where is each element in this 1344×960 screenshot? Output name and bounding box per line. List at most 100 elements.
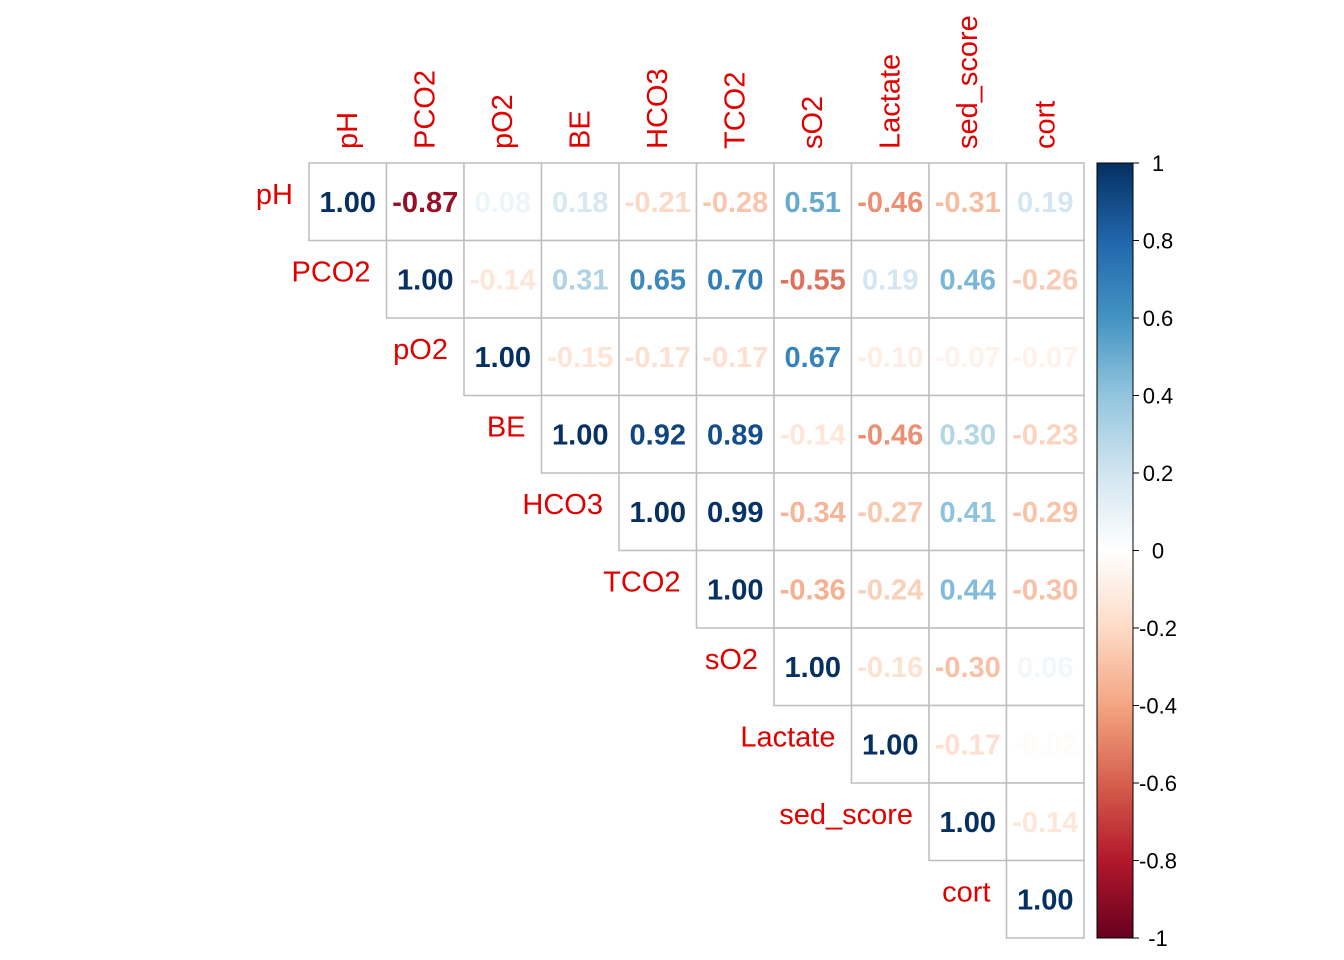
cell-Lactate-sed_score (928, 704, 1008, 784)
cell-BE-BE (540, 394, 620, 474)
cell-PCO2-HCO3 (618, 239, 698, 319)
value-PCO2-Lactate: 0.19 (862, 264, 918, 296)
cell-sed_score-cort (1005, 782, 1085, 862)
colorbar-tick-label: 0.4 (1143, 384, 1174, 409)
column-label-Lactate: Lactate (874, 54, 906, 149)
row-label-TCO2: TCO2 (603, 566, 680, 598)
cell-Lactate-Lactate (850, 704, 930, 784)
value-BE-sed_score: 0.30 (940, 419, 996, 451)
column-label-PCO2: PCO2 (409, 70, 441, 149)
colorbar-gradient (1096, 162, 1134, 939)
value-Lactate-cort: -0.02 (1012, 729, 1078, 761)
cell-pH-pO2 (463, 162, 543, 242)
cell-TCO2-cort (1005, 549, 1085, 629)
value-PCO2-BE: 0.31 (552, 264, 608, 296)
value-HCO3-TCO2: 0.99 (707, 497, 763, 529)
cell-pH-PCO2 (385, 162, 465, 242)
column-label-pH: pH (332, 112, 364, 149)
color-legend: 1 0.8 0.6 0.4 0.2 0 -0.2 -0.4 -0.6 -0.8 -1 (1096, 151, 1177, 951)
colorbar-tick-label: 0.8 (1143, 229, 1174, 254)
cell-HCO3-sed_score (928, 472, 1008, 552)
colorbar-tick-label: 0.2 (1143, 461, 1174, 486)
value-sed_score-cort: -0.14 (1012, 807, 1078, 839)
cell-pH-Lactate (850, 162, 930, 242)
cell-sO2-Lactate (850, 627, 930, 707)
value-pH-Lactate: -0.46 (857, 187, 923, 219)
cell-PCO2-Lactate (850, 239, 930, 319)
value-HCO3-sO2: -0.34 (780, 497, 846, 529)
value-pO2-sO2: 0.67 (785, 342, 841, 374)
value-pH-sO2: 0.51 (785, 187, 841, 219)
value-HCO3-sed_score: 0.41 (940, 497, 996, 529)
value-PCO2-PCO2: 1.00 (397, 264, 453, 296)
grid-cells (308, 162, 1085, 939)
row-label-HCO3: HCO3 (522, 489, 603, 521)
value-BE-sO2: -0.14 (780, 419, 846, 451)
cell-PCO2-sO2 (773, 239, 853, 319)
row-label-pH: pH (256, 179, 293, 211)
value-PCO2-TCO2: 0.70 (707, 264, 763, 296)
cell-pH-pH (308, 162, 388, 242)
row-label-sed_score: sed_score (779, 799, 913, 831)
column-label-sed_score: sed_score (952, 15, 984, 149)
value-HCO3-HCO3: 1.00 (630, 497, 686, 529)
value-pO2-cort: -0.07 (1012, 342, 1078, 374)
colorbar-tick-label: 0.6 (1143, 306, 1174, 331)
cell-pO2-pO2 (463, 317, 543, 397)
cell-HCO3-cort (1005, 472, 1085, 552)
cell-PCO2-cort (1005, 239, 1085, 319)
value-PCO2-cort: -0.26 (1012, 264, 1078, 296)
value-pH-cort: 0.19 (1017, 187, 1073, 219)
value-pO2-BE: -0.15 (547, 342, 613, 374)
column-label-sO2: sO2 (797, 96, 829, 149)
row-label-cort: cort (942, 876, 990, 908)
row-label-Lactate: Lactate (740, 721, 835, 753)
value-BE-cort: -0.23 (1012, 419, 1078, 451)
colorbar-tick-label: 0 (1152, 539, 1164, 564)
colorbar-tick-label: 1 (1152, 151, 1164, 176)
colorbar-tick-label: -0.8 (1139, 849, 1177, 874)
cell-TCO2-TCO2 (695, 549, 775, 629)
value-pH-sed_score: -0.31 (935, 187, 1001, 219)
column-label-TCO2: TCO2 (719, 72, 751, 149)
value-HCO3-Lactate: -0.27 (857, 497, 923, 529)
cell-pO2-Lactate (850, 317, 930, 397)
column-labels: pH PCO2 pO2 BE HCO3 TCO2 sO2 Lactate sed_score co… (332, 15, 1062, 149)
cell-sed_score-sed_score (928, 782, 1008, 862)
cell-PCO2-sed_score (928, 239, 1008, 319)
value-PCO2-sO2: -0.55 (780, 264, 846, 296)
value-TCO2-cort: -0.30 (1012, 574, 1078, 606)
cell-values: 1.00 -0.87 0.08 0.18 -0.21 -0.28 0.51 -0.46 -0.3… (320, 187, 1079, 917)
cell-cort-cort (1005, 859, 1085, 939)
cell-BE-HCO3 (618, 394, 698, 474)
column-label-pO2: pO2 (487, 94, 519, 149)
value-pO2-TCO2: -0.17 (702, 342, 768, 374)
value-pH-PCO2: -0.87 (392, 187, 458, 219)
cell-sO2-sed_score (928, 627, 1008, 707)
value-cort-cort: 1.00 (1017, 884, 1073, 916)
column-label-HCO3: HCO3 (642, 68, 674, 149)
value-sed_score-sed_score: 1.00 (940, 807, 996, 839)
cell-HCO3-sO2 (773, 472, 853, 552)
value-sO2-Lactate: -0.16 (857, 652, 923, 684)
value-BE-Lactate: -0.46 (857, 419, 923, 451)
value-pH-pO2: 0.08 (475, 187, 531, 219)
row-label-pO2: pO2 (393, 334, 448, 366)
value-sO2-sed_score: -0.30 (935, 652, 1001, 684)
row-label-BE: BE (487, 411, 526, 443)
cell-sO2-sO2 (773, 627, 853, 707)
value-BE-BE: 1.00 (552, 419, 608, 451)
value-PCO2-HCO3: 0.65 (630, 264, 686, 296)
value-sO2-cort: 0.06 (1017, 652, 1073, 684)
cell-pO2-cort (1005, 317, 1085, 397)
value-pO2-sed_score: -0.07 (935, 342, 1001, 374)
colorbar-tick-label: -1 (1148, 926, 1168, 951)
value-TCO2-Lactate: -0.24 (857, 574, 923, 606)
value-pO2-pO2: 1.00 (475, 342, 531, 374)
colorbar-tick-label: -0.4 (1139, 694, 1177, 719)
colorbar-tick-label: -0.6 (1139, 771, 1177, 796)
cell-TCO2-Lactate (850, 549, 930, 629)
cell-pO2-BE (540, 317, 620, 397)
value-pH-HCO3: -0.21 (625, 187, 691, 219)
